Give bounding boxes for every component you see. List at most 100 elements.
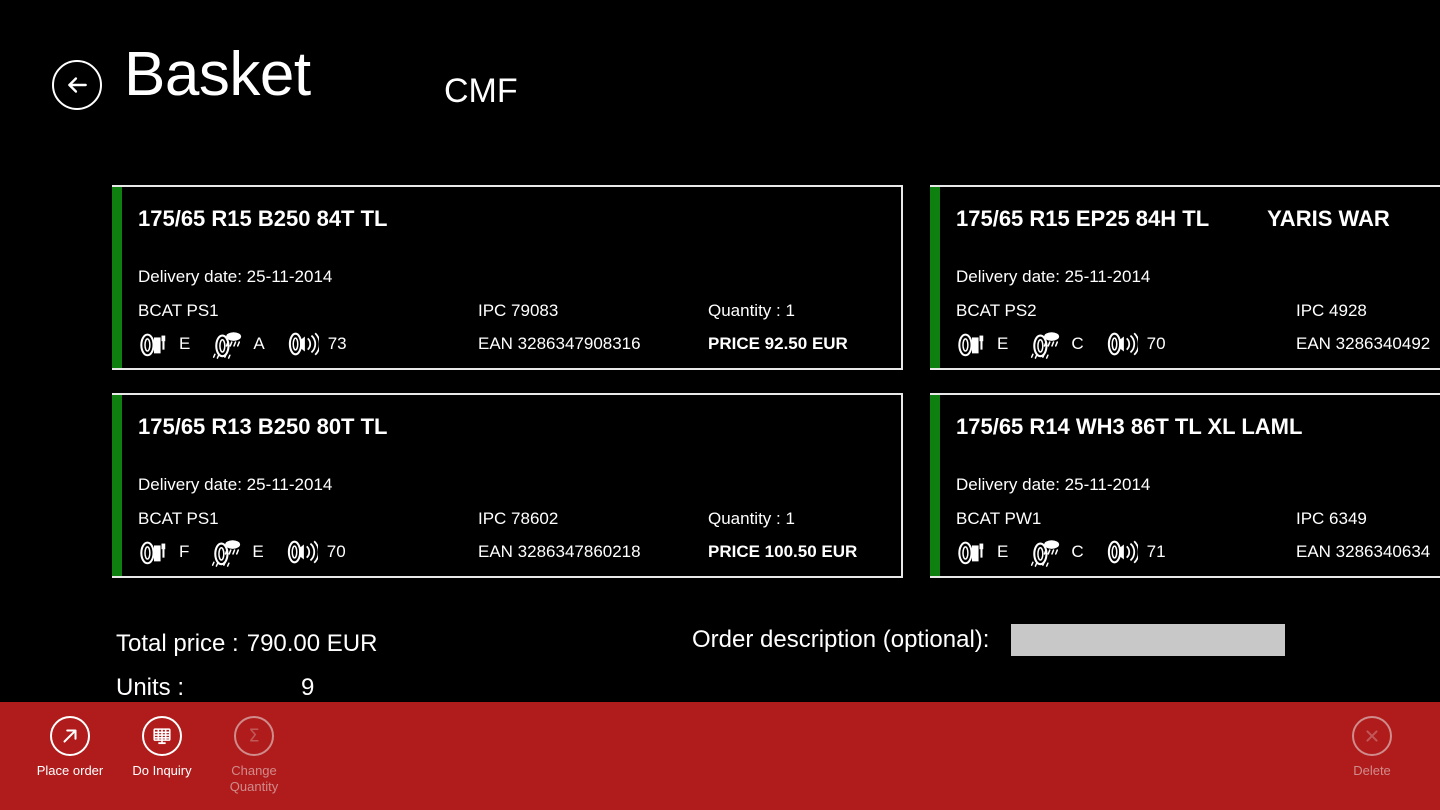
wet-grip-value: C (1071, 542, 1084, 562)
close-x-icon (1352, 716, 1392, 756)
fuel-efficiency-value: E (179, 334, 191, 354)
wet-grip-group: C (1030, 534, 1105, 570)
place-order-button[interactable]: Place order (24, 702, 116, 810)
item-ipc: IPC 4928 (1296, 301, 1367, 321)
do-inquiry-label: Do Inquiry (132, 763, 192, 778)
wet-grip-group: E (211, 534, 285, 570)
status-stripe (112, 187, 122, 368)
total-price-value: 790.00 EUR (246, 630, 378, 657)
item-title: 175/65 R14 WH3 86T TL XL LAML (956, 414, 1303, 439)
item-ipc: IPC 78602 (478, 509, 559, 529)
wet-grip-value: C (1071, 334, 1084, 354)
item-title-extra: YARIS WAR (1267, 206, 1390, 231)
order-description-section: Order description (optional): (692, 624, 1286, 656)
basket-items-grid: 175/65 R15 B250 84T TL Delivery date: 25… (0, 185, 1440, 585)
monitor-icon (142, 716, 182, 756)
item-title-row: 175/65 R15 EP25 84H TL YARIS WAR (956, 206, 1440, 231)
item-price: PRICE 100.50 EUR (708, 542, 858, 562)
order-description-label: Order description (optional): (692, 626, 990, 653)
status-stripe (112, 395, 122, 576)
tire-label-row: E C (956, 534, 1166, 570)
units-row: Units : 9 (116, 666, 377, 710)
tire-fuel-efficiency-icon (140, 333, 166, 357)
total-price-label: Total price : (116, 630, 239, 657)
change-quantity-button[interactable]: Σ Change Quantity (208, 702, 300, 810)
fuel-efficiency-group: E (956, 326, 1030, 362)
item-ean: EAN 3286347908316 (478, 334, 641, 354)
wet-grip-group: A (212, 326, 286, 362)
item-title-row: 175/65 R14 WH3 86T TL XL LAML (956, 414, 1440, 439)
item-ipc: IPC 79083 (478, 301, 559, 321)
svg-text:Σ: Σ (249, 727, 260, 747)
place-order-label: Place order (36, 763, 104, 778)
page-header: Basket CMF (0, 0, 1440, 160)
tire-noise-icon (1107, 332, 1138, 356)
units-value: 9 (301, 674, 315, 701)
units-label: Units : (116, 674, 185, 701)
wet-grip-value: E (252, 542, 264, 562)
item-ipc: IPC 6349 (1296, 509, 1367, 529)
page-title: Basket (124, 40, 311, 109)
app-bar-right-group: Delete (1326, 702, 1418, 810)
noise-value: 73 (327, 334, 347, 354)
tire-fuel-efficiency-icon (958, 333, 984, 357)
fuel-efficiency-value: E (997, 334, 1009, 354)
fuel-efficiency-value: F (179, 542, 190, 562)
item-ean: EAN 3286347860218 (478, 542, 641, 562)
app-bar-left-group: Place order Do Inqui (24, 702, 300, 810)
tire-noise-icon (287, 540, 318, 564)
fuel-efficiency-group: F (138, 534, 211, 570)
fuel-efficiency-group: E (956, 534, 1030, 570)
item-title-row: 175/65 R13 B250 80T TL (138, 414, 879, 439)
tire-wet-grip-icon (1031, 332, 1060, 359)
tire-label-row: E A (138, 326, 347, 362)
tire-label-row: F E (138, 534, 346, 570)
arrow-up-right-icon (50, 716, 90, 756)
noise-group: 70 (1106, 326, 1166, 362)
back-arrow-icon (64, 72, 90, 98)
fuel-efficiency-group: E (138, 326, 212, 362)
item-bcat: BCAT PS2 (956, 301, 1037, 321)
tire-wet-grip-icon (213, 332, 242, 359)
back-button[interactable] (52, 60, 102, 110)
noise-value: 71 (1146, 542, 1166, 562)
tire-fuel-efficiency-icon (140, 541, 166, 565)
tire-fuel-efficiency-icon (958, 541, 984, 565)
item-bcat: BCAT PS1 (138, 509, 219, 529)
tire-noise-icon (1107, 540, 1138, 564)
page-subtitle: CMF (444, 72, 518, 110)
status-stripe (930, 395, 940, 576)
do-inquiry-button[interactable]: Do Inquiry (116, 702, 208, 810)
item-delivery-date: Delivery date: 25-11-2014 (138, 267, 333, 287)
item-title: 175/65 R15 B250 84T TL (138, 206, 388, 231)
item-quantity: Quantity : 1 (708, 301, 795, 321)
item-bcat: BCAT PS1 (138, 301, 219, 321)
tire-noise-icon (288, 332, 319, 356)
item-delivery-date: Delivery date: 25-11-2014 (956, 267, 1151, 287)
noise-group: 70 (286, 534, 346, 570)
app-bar: Place order Do Inqui (0, 702, 1440, 810)
status-stripe (930, 187, 940, 368)
delete-label: Delete (1353, 763, 1391, 778)
basket-item-card[interactable]: 175/65 R13 B250 80T TL Delivery date: 25… (112, 393, 903, 578)
noise-group: 71 (1106, 534, 1166, 570)
order-description-input[interactable] (1011, 624, 1286, 656)
noise-group: 73 (287, 326, 347, 362)
item-title: 175/65 R13 B250 80T TL (138, 414, 388, 439)
item-title-row: 175/65 R15 B250 84T TL (138, 206, 879, 231)
item-bcat: BCAT PW1 (956, 509, 1042, 529)
item-price: PRICE 92.50 EUR (708, 334, 848, 354)
item-delivery-date: Delivery date: 25-11-2014 (138, 475, 333, 495)
wet-grip-group: C (1030, 326, 1105, 362)
basket-item-card[interactable]: 175/65 R15 B250 84T TL Delivery date: 25… (112, 185, 903, 370)
totals-section: Total price : 790.00 EUR Units : 9 (116, 622, 377, 710)
basket-item-card[interactable]: 175/65 R15 EP25 84H TL YARIS WAR Deliver… (930, 185, 1440, 370)
basket-item-card[interactable]: 175/65 R14 WH3 86T TL XL LAML Delivery d… (930, 393, 1440, 578)
item-quantity: Quantity : 1 (708, 509, 795, 529)
noise-value: 70 (326, 542, 346, 562)
item-delivery-date: Delivery date: 25-11-2014 (956, 475, 1151, 495)
item-ean: EAN 3286340634 (1296, 542, 1431, 562)
delete-button[interactable]: Delete (1326, 702, 1418, 810)
sigma-icon: Σ (234, 716, 274, 756)
fuel-efficiency-value: E (997, 542, 1009, 562)
